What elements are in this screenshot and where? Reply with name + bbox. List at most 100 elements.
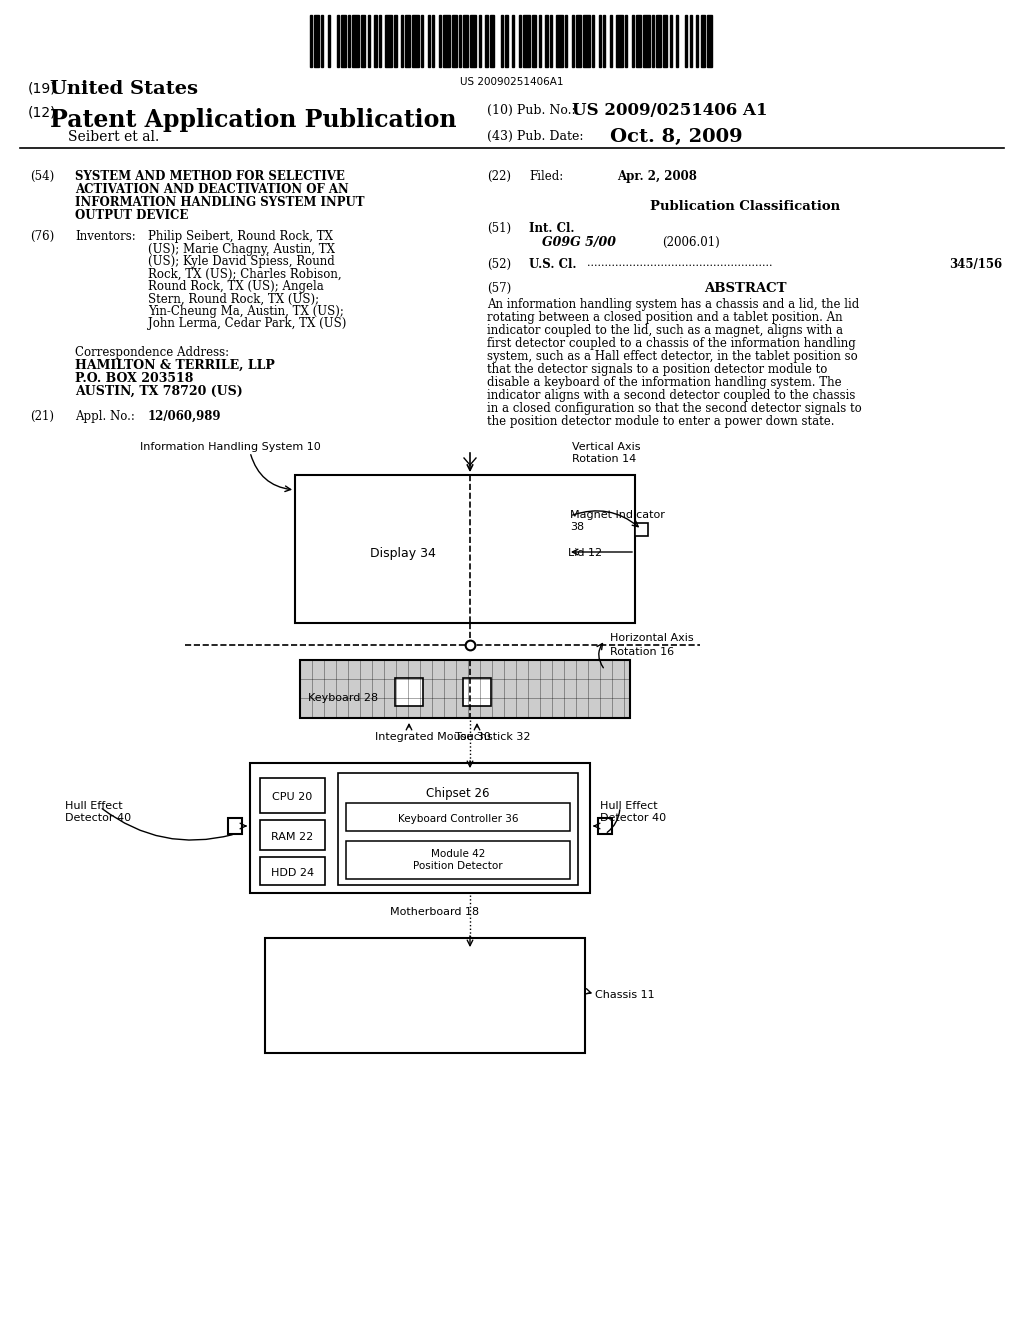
Bar [663, 15, 668, 67]
Text: ACTIVATION AND DEACTIVATION OF AN: ACTIVATION AND DEACTIVATION OF AN [75, 183, 349, 195]
Bar [438, 15, 441, 67]
Bar [452, 15, 457, 67]
Text: ABSTRACT: ABSTRACT [705, 282, 786, 294]
Bar [676, 15, 679, 67]
Text: system, such as a Hall effect detector, in the tablet position so: system, such as a Hall effect detector, … [487, 350, 858, 363]
Text: Stern, Round Rock, TX (US);: Stern, Round Rock, TX (US); [148, 293, 319, 305]
Bar [489, 15, 495, 67]
Text: AUSTIN, TX 78720 (US): AUSTIN, TX 78720 (US) [75, 385, 243, 399]
Text: Horizontal Axis: Horizontal Axis [610, 634, 693, 643]
Text: P.O. BOX 203518: P.O. BOX 203518 [75, 372, 194, 385]
Text: Appl. No.:: Appl. No.: [75, 411, 135, 422]
Text: Hull Effect: Hull Effect [600, 801, 657, 810]
Text: OUTPUT DEVICE: OUTPUT DEVICE [75, 209, 188, 222]
Bar [689, 15, 692, 67]
Bar [394, 15, 396, 67]
Text: (US); Kyle David Spiess, Round: (US); Kyle David Spiess, Round [148, 255, 335, 268]
Bar [375, 15, 377, 67]
Text: Information Handling System 10: Information Handling System 10 [139, 442, 321, 451]
Text: that the detector signals to a position detector module to: that the detector signals to a position … [487, 363, 827, 376]
Text: indicator coupled to the lid, such as a magnet, aligns with a: indicator coupled to the lid, such as a … [487, 323, 843, 337]
Text: Philip Seibert, Round Rock, TX: Philip Seibert, Round Rock, TX [148, 230, 333, 243]
Text: United States: United States [50, 81, 198, 98]
Text: Rotation 16: Rotation 16 [610, 647, 674, 657]
Text: first detector coupled to a chassis of the information handling: first detector coupled to a chassis of t… [487, 337, 856, 350]
Bar [478, 15, 481, 67]
Text: Touchstick 32: Touchstick 32 [455, 733, 530, 742]
Bar [539, 15, 541, 67]
Text: Lid 12: Lid 12 [568, 548, 602, 558]
Text: (19): (19) [28, 82, 56, 96]
Text: Seibert et al.: Seibert et al. [68, 129, 160, 144]
Text: Detector 40: Detector 40 [65, 813, 131, 822]
Bar [260, 777, 325, 813]
Text: Rock, TX (US); Charles Robison,: Rock, TX (US); Charles Robison, [148, 268, 342, 281]
Bar [412, 15, 419, 67]
Text: Apr. 2, 2008: Apr. 2, 2008 [617, 170, 697, 183]
Bar [322, 15, 324, 67]
Text: Chassis 11: Chassis 11 [595, 990, 654, 1001]
Bar [379, 15, 381, 67]
Bar [708, 15, 712, 67]
Text: An information handling system has a chassis and a lid, the lid: An information handling system has a cha… [487, 298, 859, 312]
Bar [616, 15, 623, 67]
Text: RAM 22: RAM 22 [271, 832, 313, 842]
Text: John Lerma, Cedar Park, TX (US): John Lerma, Cedar Park, TX (US) [148, 318, 346, 330]
Text: Position Detector: Position Detector [414, 861, 503, 871]
Bar [532, 15, 537, 67]
Bar [348, 15, 350, 67]
Bar [505, 15, 508, 67]
Bar [385, 15, 392, 67]
Text: Patent Application Publication: Patent Application Publication [50, 108, 457, 132]
Text: INFORMATION HANDLING SYSTEM INPUT: INFORMATION HANDLING SYSTEM INPUT [75, 195, 365, 209]
Bar [696, 15, 698, 67]
Bar [406, 15, 410, 67]
Bar [598, 818, 612, 834]
Text: (22): (22) [487, 170, 511, 183]
Text: CPU 20: CPU 20 [272, 792, 312, 803]
Bar [470, 15, 476, 67]
Bar [636, 15, 641, 67]
Text: Correspondence Address:: Correspondence Address: [75, 346, 229, 359]
Text: 345/156: 345/156 [949, 257, 1002, 271]
Text: (US); Marie Chagny, Austin, TX: (US); Marie Chagny, Austin, TX [148, 243, 335, 256]
Text: (57): (57) [487, 282, 511, 294]
Bar [352, 15, 358, 67]
Bar [341, 15, 345, 67]
Bar [463, 678, 490, 706]
Bar [401, 15, 403, 67]
Text: Integrated Mouse 30: Integrated Mouse 30 [375, 733, 490, 742]
Bar [443, 15, 450, 67]
Bar [328, 15, 330, 67]
Text: Yin-Cheung Ma, Austin, TX (US);: Yin-Cheung Ma, Austin, TX (US); [148, 305, 344, 318]
Text: Detector 40: Detector 40 [600, 813, 667, 822]
Text: (12): (12) [28, 106, 56, 120]
Bar [368, 15, 370, 67]
Bar [395, 678, 423, 706]
Text: (76): (76) [30, 230, 54, 243]
Bar [523, 15, 529, 67]
Text: Magnet Indicator: Magnet Indicator [570, 510, 665, 520]
Bar [346, 803, 570, 832]
Bar [635, 523, 648, 536]
Bar [700, 15, 706, 67]
Text: (43) Pub. Date:: (43) Pub. Date: [487, 129, 584, 143]
Bar [626, 15, 628, 67]
Text: Motherboard 18: Motherboard 18 [390, 907, 479, 917]
Bar [228, 818, 242, 834]
Bar [512, 15, 514, 67]
Bar [314, 15, 318, 67]
Bar [459, 15, 461, 67]
Text: in a closed configuration so that the second detector signals to: in a closed configuration so that the se… [487, 403, 862, 414]
Bar [546, 15, 548, 67]
Text: Module 42: Module 42 [431, 849, 485, 859]
Bar [310, 15, 312, 67]
Text: Vertical Axis: Vertical Axis [572, 442, 640, 451]
Bar [338, 774, 578, 884]
Text: (51): (51) [487, 222, 511, 235]
Text: G09G 5/00: G09G 5/00 [542, 236, 616, 249]
Text: HDD 24: HDD 24 [271, 869, 314, 878]
Bar [643, 15, 649, 67]
Bar [300, 660, 630, 718]
Bar [421, 15, 423, 67]
